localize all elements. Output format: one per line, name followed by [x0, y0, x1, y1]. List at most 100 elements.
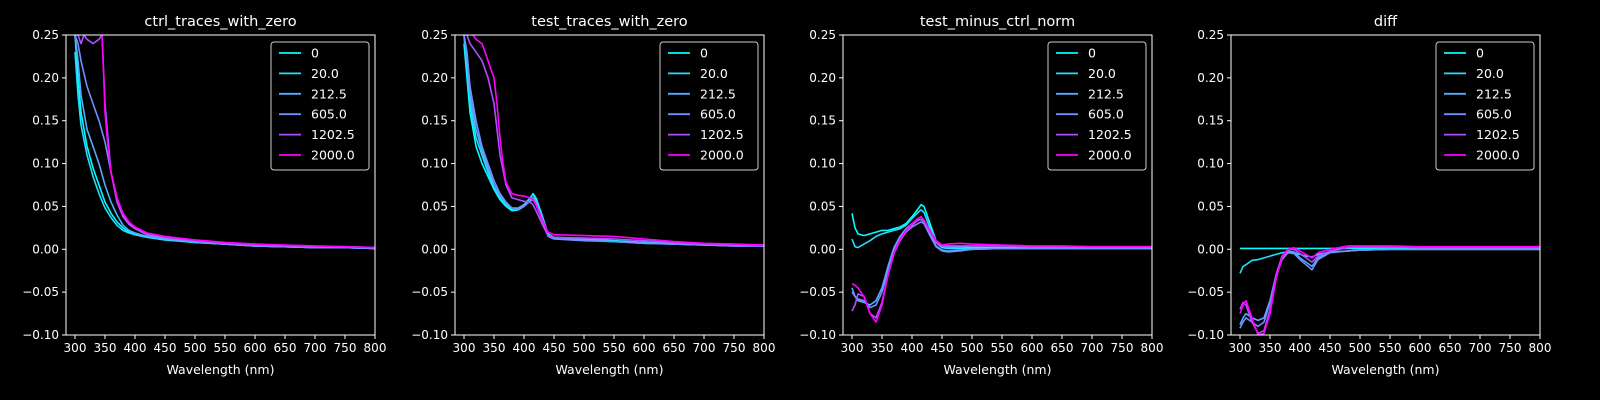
series-group [851, 203, 1152, 323]
x-tick-label: 300 [1229, 341, 1252, 355]
legend: 0 20.0 212.5 605.0 1202.5 2000.0 [659, 41, 759, 171]
series-line-1202.5 [75, 35, 375, 249]
x-axis-label: Wavelength (nm) [556, 362, 664, 377]
legend-label: 2000.0 [1476, 148, 1520, 163]
series-line-212.5 [1239, 248, 1540, 326]
x-tick-label: 800 [1529, 341, 1552, 355]
x-tick-label: 700 [1469, 341, 1492, 355]
series-line-1202.5 [851, 218, 1152, 319]
legend-label: 605.0 [1476, 107, 1512, 122]
x-tick-label: 800 [1141, 341, 1164, 355]
legend-label: 1202.5 [1476, 127, 1520, 142]
legend-label: 212.5 [1476, 86, 1512, 101]
y-tick-label: 0.10 [32, 157, 59, 171]
legend-label: 2000.0 [1088, 148, 1132, 163]
series-line-212.5 [851, 218, 1152, 306]
y-tick-label: 0.15 [421, 114, 448, 128]
x-axis-label: Wavelength (nm) [1332, 362, 1440, 377]
legend-label: 20.0 [311, 66, 339, 81]
x-tick-label: 800 [364, 341, 387, 355]
y-tick-label: 0.05 [421, 199, 448, 213]
y-tick-label: 0.00 [1197, 242, 1224, 256]
x-tick-label: 800 [753, 341, 776, 355]
series-line-2000.0 [1239, 245, 1540, 335]
x-tick-label: 600 [1021, 341, 1044, 355]
y-tick-label: 0.20 [809, 71, 836, 85]
x-tick-label: 550 [603, 341, 626, 355]
legend-label: 0 [311, 46, 319, 61]
y-tick-label: 0.00 [32, 242, 59, 256]
x-tick-label: 700 [1081, 341, 1104, 355]
x-tick-label: 750 [334, 341, 357, 355]
legend-label: 0 [1476, 46, 1484, 61]
y-tick-label: 0.15 [32, 114, 59, 128]
legend-label: 2000.0 [311, 148, 355, 163]
chart-title: test_traces_with_zero [531, 14, 688, 30]
x-tick-label: 750 [723, 341, 746, 355]
x-tick-label: 450 [931, 341, 954, 355]
y-tick-label: 0.05 [809, 199, 836, 213]
legend-label: 605.0 [311, 107, 347, 122]
x-tick-label: 600 [1409, 341, 1432, 355]
x-tick-label: 450 [154, 341, 177, 355]
legend-label: 0 [1088, 46, 1096, 61]
series-line-2000.0 [472, 35, 764, 246]
legend-label: 20.0 [1476, 66, 1504, 81]
x-tick-label: 650 [663, 341, 686, 355]
y-tick-label: −0.10 [22, 328, 59, 342]
legend: 0 20.0 212.5 605.0 1202.5 2000.0 [270, 41, 370, 171]
legend-label: 1202.5 [1088, 127, 1132, 142]
x-tick-label: 400 [1289, 341, 1312, 355]
y-tick-label: 0.25 [1197, 28, 1224, 42]
x-tick-label: 450 [1319, 341, 1342, 355]
x-tick-label: 350 [94, 341, 117, 355]
legend-label: 2000.0 [700, 148, 744, 163]
x-tick-label: 350 [483, 341, 506, 355]
x-tick-label: 700 [693, 341, 716, 355]
chart-title: ctrl_traces_with_zero [144, 14, 296, 30]
y-tick-label: −0.10 [799, 328, 836, 342]
x-tick-label: 450 [543, 341, 566, 355]
y-tick-label: −0.10 [411, 328, 448, 342]
legend-label: 212.5 [700, 86, 736, 101]
x-tick-label: 600 [244, 341, 267, 355]
series-group [1239, 245, 1540, 335]
axes-frame [454, 34, 765, 336]
y-tick-label: 0.10 [421, 157, 448, 171]
legend-label: 212.5 [311, 86, 347, 101]
x-tick-label: 650 [1439, 341, 1462, 355]
x-tick-label: 550 [214, 341, 237, 355]
x-axis-label: Wavelength (nm) [944, 362, 1052, 377]
series-group [74, 35, 375, 250]
x-tick-label: 300 [841, 341, 864, 355]
x-tick-label: 750 [1111, 341, 1134, 355]
series-line-2000.0 [851, 215, 1152, 323]
axes-frame [1230, 34, 1541, 336]
legend-label: 1202.5 [700, 127, 744, 142]
y-tick-label: −0.05 [1187, 285, 1224, 299]
legend-label: 20.0 [1088, 66, 1116, 81]
y-tick-label: 0.00 [421, 242, 448, 256]
x-tick-label: 650 [274, 341, 297, 355]
legend: 0 20.0 212.5 605.0 1202.5 2000.0 [1435, 41, 1535, 171]
chart-title: test_minus_ctrl_norm [920, 14, 1075, 30]
series-group [463, 35, 764, 247]
y-tick-label: 0.15 [809, 114, 836, 128]
y-tick-label: −0.05 [22, 285, 59, 299]
legend-label: 212.5 [1088, 86, 1124, 101]
y-tick-label: 0.10 [809, 157, 836, 171]
legend-label: 605.0 [700, 107, 736, 122]
series-line-1202.5 [1239, 245, 1540, 335]
x-tick-label: 500 [573, 341, 596, 355]
y-tick-label: 0.20 [421, 71, 448, 85]
legend-label: 1202.5 [311, 127, 355, 142]
x-tick-label: 550 [1379, 341, 1402, 355]
x-tick-label: 600 [633, 341, 656, 355]
x-tick-label: 750 [1499, 341, 1522, 355]
x-tick-label: 400 [901, 341, 924, 355]
x-axis-label: Wavelength (nm) [167, 362, 275, 377]
series-line-2000.0 [101, 35, 375, 249]
legend: 0 20.0 212.5 605.0 1202.5 2000.0 [1047, 41, 1147, 171]
chart-panel-2: test_traces_with_zero 300 350 400 450 500 550 6… [411, 14, 775, 377]
